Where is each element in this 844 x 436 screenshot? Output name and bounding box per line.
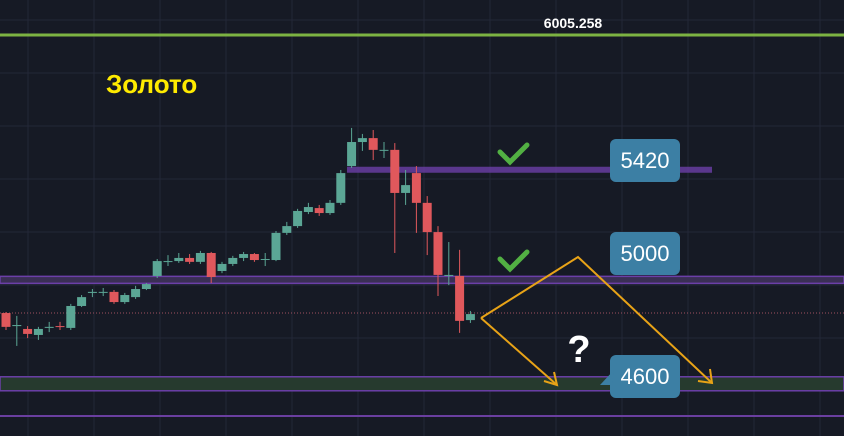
candle-body — [109, 291, 119, 303]
candle-body — [12, 325, 22, 327]
level-band — [0, 376, 844, 392]
candle-body — [66, 305, 76, 328]
level-label-box — [610, 355, 680, 398]
candle-body — [433, 232, 443, 275]
candle-body — [325, 202, 335, 214]
label-tail — [600, 370, 614, 385]
candle-body — [422, 202, 432, 233]
candle-body — [347, 142, 357, 167]
arrow-head — [543, 371, 559, 387]
candle-body — [174, 257, 184, 262]
checkmark — [497, 249, 530, 273]
candle-body — [152, 261, 162, 276]
checkmark — [497, 142, 530, 166]
checkmarks — [497, 142, 530, 273]
candle-body — [465, 314, 475, 321]
candle-body — [379, 149, 389, 151]
candle-body — [303, 207, 313, 212]
annotation: ? — [567, 329, 590, 371]
candle-body — [411, 173, 421, 203]
candle-body — [185, 257, 195, 262]
candle-body — [239, 254, 249, 258]
level-label: 5000 — [621, 241, 670, 266]
candle-body — [314, 208, 324, 214]
candle-body — [293, 210, 303, 227]
level-label: 5420 — [621, 148, 670, 173]
arrows — [480, 255, 714, 387]
candle-body — [206, 252, 216, 278]
candle-body — [141, 284, 151, 290]
candle-body — [336, 173, 346, 203]
candle-body — [98, 291, 108, 293]
candle-body — [77, 297, 87, 306]
candle-body — [33, 328, 43, 335]
candle-body — [217, 263, 227, 271]
candle-body — [357, 138, 367, 143]
candle-body — [1, 313, 11, 327]
candle-body — [444, 274, 454, 276]
arrow-head — [697, 368, 714, 385]
candle-body — [249, 254, 259, 261]
arrow-down — [480, 317, 558, 386]
candle-body — [390, 149, 400, 193]
candle-body — [120, 295, 130, 303]
candle-body — [455, 275, 465, 321]
candles — [1, 127, 475, 346]
level-label: 4600 — [621, 364, 670, 389]
candle-body — [23, 328, 33, 334]
candle-body — [44, 326, 54, 328]
candle-body — [87, 291, 97, 293]
candle-body — [271, 232, 281, 261]
candle-body — [260, 258, 270, 260]
candle-body — [163, 261, 173, 263]
candle-body — [228, 257, 238, 264]
candle-body — [55, 326, 65, 328]
arrow-up-down — [480, 255, 713, 384]
candle-body — [282, 226, 292, 233]
candle-body — [195, 252, 205, 262]
chart-title: Золото — [106, 69, 197, 99]
levels: 5420 5000 4600 — [0, 139, 844, 398]
level-band — [0, 275, 844, 285]
candle-body — [401, 185, 411, 193]
candle-body — [131, 289, 141, 298]
crosshair-label: 6005.258 — [544, 15, 603, 31]
level-label-box — [610, 232, 680, 275]
level-label-box — [610, 139, 680, 182]
candle-body — [368, 138, 378, 150]
